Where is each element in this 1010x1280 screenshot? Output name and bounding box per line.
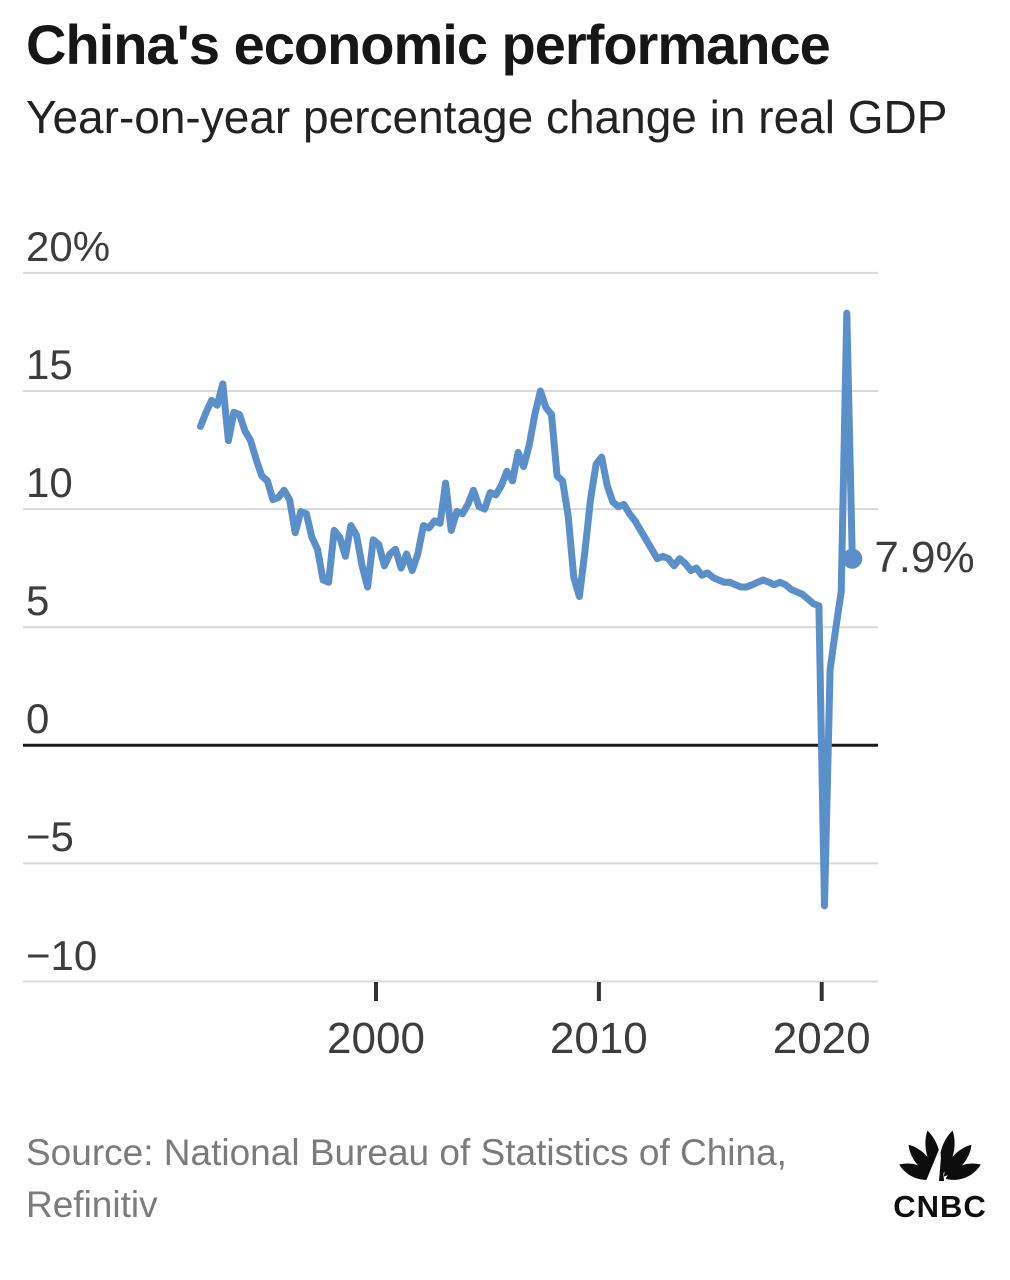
source-line-1: Source: National Bureau of Statistics of…	[26, 1132, 787, 1173]
latest-value-label: 7.9%	[874, 532, 975, 582]
gridline-layer	[23, 271, 878, 983]
x-axis-label: 2020	[772, 1014, 871, 1063]
x-axis-label: 2010	[549, 1014, 648, 1063]
source-line-2: Refinitiv	[26, 1184, 158, 1225]
y-axis-label: 10	[26, 459, 73, 507]
y-axis-label: −5	[26, 813, 74, 861]
y-axis-label: 20%	[26, 222, 111, 270]
gdp-line-chart	[23, 271, 878, 1001]
latest-point-marker	[842, 548, 863, 569]
gdp-line	[197, 309, 856, 910]
x-axis-label: 2000	[327, 1014, 425, 1063]
y-axis-label: −10	[26, 931, 98, 979]
y-axis-label: 5	[26, 577, 50, 625]
y-axis-label: 0	[26, 695, 50, 743]
source-note: Source: National Bureau of Statistics of…	[26, 1127, 787, 1231]
page-subtitle: Year-on-year percentage change in real G…	[26, 91, 948, 143]
page-title: China's economic performance	[26, 13, 831, 76]
y-axis-label: 15	[26, 341, 73, 388]
cnbc-logo-text: CNBC	[893, 1189, 987, 1224]
cnbc-logo: CNBC	[880, 1124, 1000, 1225]
axis-tick-layer	[374, 982, 824, 1001]
peacock-icon	[899, 1130, 981, 1181]
